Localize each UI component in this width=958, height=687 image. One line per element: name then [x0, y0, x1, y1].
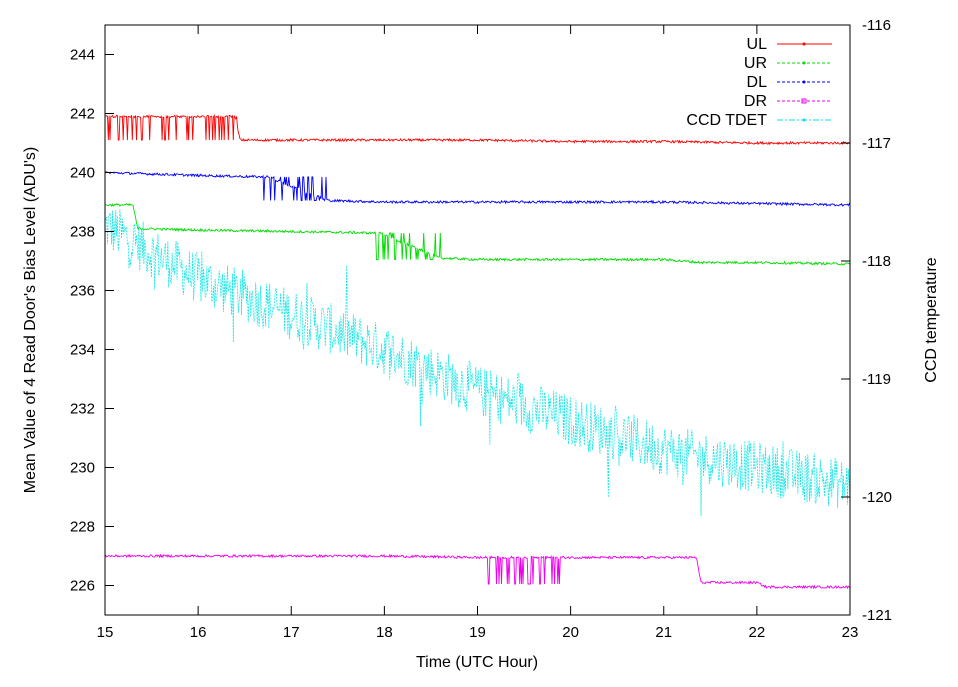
y2-axis-title: CCD temperature	[923, 257, 940, 382]
legend-marker	[802, 80, 806, 84]
x-tick-label: 20	[562, 624, 579, 641]
series-line-ul	[104, 114, 851, 146]
x-tick-label: 16	[190, 624, 207, 641]
series-ur	[104, 202, 851, 266]
y2-tick-label: -118	[862, 253, 891, 270]
ticks-layer	[104, 24, 851, 616]
y-tick-label: 242	[70, 106, 95, 123]
x-tick-label: 17	[283, 624, 300, 641]
series-line-dr	[104, 553, 851, 590]
x-tick-label: 23	[842, 624, 859, 641]
legend: UL UR DL DR CCD TDET	[686, 36, 832, 129]
series-dl	[104, 171, 851, 207]
x-tick-label: 15	[97, 624, 114, 641]
legend-label-dr: DR	[744, 93, 767, 110]
legend-label-dl: DL	[747, 74, 768, 91]
y-tick-label: 228	[70, 519, 95, 536]
legend-marker	[801, 98, 807, 104]
series-line-ccd-tdet	[104, 209, 851, 517]
legend-label-ul: UL	[747, 36, 768, 53]
series-dr	[104, 553, 851, 590]
labels-layer: 15 16 17 18 19 20 21 22 23 226 228 230 232 234 236 238 2…	[70, 17, 892, 641]
x-tick-label: 21	[655, 624, 672, 641]
y2-tick-label: -119	[862, 371, 891, 388]
series-line-dl	[104, 171, 851, 207]
y-tick-label: 234	[70, 342, 95, 359]
y-tick-label: 238	[70, 224, 95, 241]
legend-marker	[802, 118, 806, 122]
series-line-ur	[104, 202, 851, 266]
y-tick-label: 226	[70, 578, 95, 595]
x-tick-label: 22	[749, 624, 766, 641]
series-ccd-tdet	[104, 209, 851, 517]
y-tick-label: 230	[70, 460, 95, 477]
legend-label-ur: UR	[744, 55, 767, 72]
y2-tick-label: -116	[862, 17, 891, 34]
legend-marker	[802, 61, 806, 65]
y-axis-title: Mean Value of 4 Read Door's Bias Level (…	[22, 147, 39, 493]
y2-tick-label: -117	[862, 135, 891, 152]
y2-tick-label: -121	[862, 607, 892, 624]
x-axis-title: Time (UTC Hour)	[416, 654, 538, 671]
y2-tick-label: -120	[862, 489, 892, 506]
y-tick-label: 236	[70, 283, 95, 300]
y-tick-label: 240	[70, 165, 95, 182]
series-ul	[104, 114, 851, 146]
legend-label-ccd-tdet: CCD TDET	[686, 112, 767, 129]
y-tick-label: 232	[70, 401, 95, 418]
series-layer	[104, 114, 851, 590]
legend-marker	[802, 42, 806, 46]
x-tick-label: 18	[376, 624, 393, 641]
x-tick-label: 19	[469, 624, 486, 641]
y-tick-label: 244	[70, 47, 95, 64]
